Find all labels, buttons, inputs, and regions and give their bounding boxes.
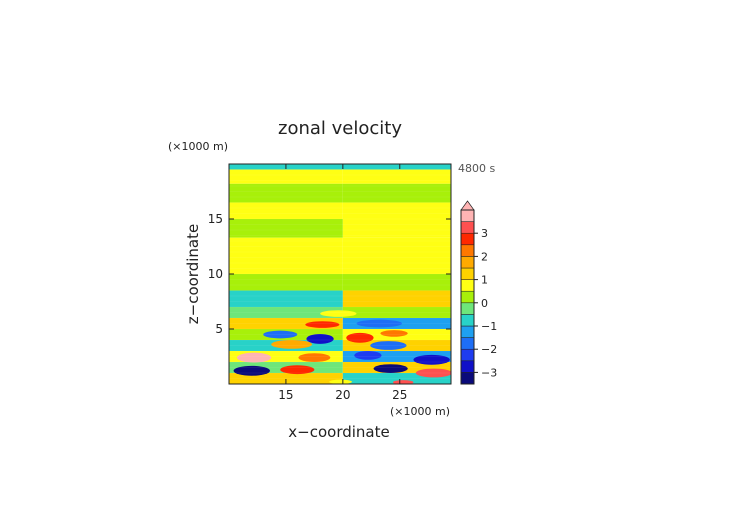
colorbar-tick-label: 3 xyxy=(481,227,488,240)
field-cell-13 xyxy=(373,364,408,373)
colorbar-tick-label: −2 xyxy=(481,343,497,356)
field-cell-9 xyxy=(356,319,403,328)
chart-title: zonal velocity xyxy=(278,118,402,139)
field-cell-19 xyxy=(320,310,357,317)
y-tick-label: 10 xyxy=(208,267,223,281)
colorbar-swatch-11 xyxy=(460,244,475,257)
field-band-right-1 xyxy=(342,169,451,184)
y-tick-label: 5 xyxy=(215,322,223,336)
field-band-right-3 xyxy=(342,202,451,219)
colorbar-swatch-6 xyxy=(460,302,475,315)
y-axis-label: z−coordinate xyxy=(184,224,202,324)
colorbar-tick-label: 2 xyxy=(481,250,488,263)
contour-field xyxy=(229,164,451,384)
field-cell-6 xyxy=(263,330,298,339)
colorbar-swatch-9 xyxy=(460,267,475,280)
field-cell-12 xyxy=(354,351,382,360)
colorbar-swatch-13 xyxy=(460,221,475,234)
field-band-right-0 xyxy=(342,164,451,170)
x-tick-label: 15 xyxy=(278,388,293,402)
field-cell-4 xyxy=(271,340,313,349)
field-cell-17 xyxy=(329,379,352,384)
field-cell-18 xyxy=(392,380,414,384)
field-band-left-1 xyxy=(229,169,343,184)
colorbar-swatch-14 xyxy=(460,209,475,222)
field-band-left-5 xyxy=(229,237,343,274)
field-cell-10 xyxy=(346,332,374,343)
colorbar-swatch-2 xyxy=(460,348,475,362)
colorbar-swatch-0 xyxy=(460,372,475,385)
x-tick-label: 25 xyxy=(392,388,407,402)
field-band-left-2 xyxy=(229,183,343,203)
field-cell-1 xyxy=(236,352,272,363)
colorbar: 3 2 1 0 −1 −2 −3 xyxy=(460,200,497,385)
colorbar-swatch-7 xyxy=(460,290,475,304)
field-cell-7 xyxy=(305,321,340,328)
colorbar-swatch-4 xyxy=(460,325,475,338)
colorbar-swatch-8 xyxy=(460,279,475,292)
field-cell-8 xyxy=(249,318,300,327)
colorbar-tick-label: −1 xyxy=(481,320,497,333)
colorbar-overflow-arrow xyxy=(460,200,475,211)
field-cell-15 xyxy=(415,368,451,378)
z-unit-label: (×1000 m) xyxy=(168,140,228,153)
colorbar-swatch-1 xyxy=(460,360,475,373)
field-band-right-12 xyxy=(342,351,451,362)
field-cell-5 xyxy=(306,333,334,344)
field-band-right-4 xyxy=(342,219,451,238)
colorbar-border xyxy=(460,209,475,385)
field-band-left-6 xyxy=(229,274,343,291)
field-band-right-2 xyxy=(342,183,451,203)
field-band-left-12 xyxy=(229,351,343,362)
colorbar-tick-label: 0 xyxy=(481,297,488,310)
field-band-right-5 xyxy=(342,237,451,274)
field-band-left-7 xyxy=(229,290,343,307)
colorbar-swatch-3 xyxy=(460,337,475,350)
field-band-right-8 xyxy=(342,307,451,318)
time-label: 4800 s xyxy=(458,162,495,175)
x-axis-label: x−coordinate xyxy=(288,423,389,441)
plot-frame: 15 20 25 5 10 15 xyxy=(208,163,452,402)
field-band-left-4 xyxy=(229,219,343,238)
colorbar-swatch-12 xyxy=(460,232,475,246)
field-cell-0 xyxy=(233,365,270,376)
colorbar-swatch-10 xyxy=(460,256,475,269)
colorbar-tick-label: −3 xyxy=(481,366,497,379)
field-band-right-6 xyxy=(342,274,451,291)
field-cell-3 xyxy=(298,353,331,362)
field-band-right-7 xyxy=(342,290,451,307)
x-tick-label: 20 xyxy=(335,388,350,402)
field-band-left-3 xyxy=(229,202,343,219)
field-band-left-8 xyxy=(229,307,343,318)
field-cell-11 xyxy=(370,341,407,350)
colorbar-tick-label: 1 xyxy=(481,274,488,287)
colorbar-swatch-5 xyxy=(460,314,475,327)
field-band-left-14 xyxy=(229,373,343,384)
field-cell-14 xyxy=(413,354,450,365)
field-cell-2 xyxy=(280,365,315,375)
field-band-right-14 xyxy=(342,373,451,384)
field-cell-16 xyxy=(380,330,408,337)
y-tick-label: 15 xyxy=(208,212,223,226)
x-unit-label: (×1000 m) xyxy=(390,405,450,418)
